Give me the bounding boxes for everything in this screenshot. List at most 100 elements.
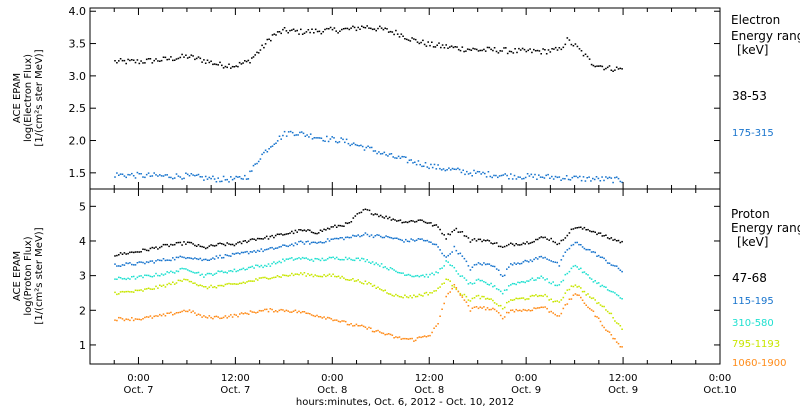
data-point xyxy=(427,335,429,337)
data-point xyxy=(340,137,342,139)
data-point xyxy=(435,224,438,226)
data-point xyxy=(208,272,211,275)
data-point xyxy=(445,238,447,240)
data-point xyxy=(435,290,437,292)
data-point xyxy=(576,45,579,48)
data-point xyxy=(603,305,605,308)
data-point xyxy=(599,304,602,306)
data-point xyxy=(166,283,168,286)
data-point xyxy=(463,257,466,260)
data-point xyxy=(479,297,482,300)
data-point xyxy=(617,342,620,345)
data-point xyxy=(296,231,298,233)
data-point xyxy=(292,274,295,277)
data-point xyxy=(619,180,622,183)
data-point xyxy=(391,31,394,33)
data-point xyxy=(614,69,616,71)
data-point xyxy=(615,66,618,68)
data-point xyxy=(166,271,168,273)
data-point xyxy=(170,311,172,314)
data-point xyxy=(585,248,587,251)
data-point xyxy=(495,288,498,290)
data-point xyxy=(357,26,359,29)
data-point xyxy=(422,165,425,167)
data-point xyxy=(140,275,142,277)
data-point xyxy=(344,236,347,239)
data-point xyxy=(488,308,491,311)
data-point xyxy=(335,319,338,321)
data-point xyxy=(309,313,311,315)
series-175-315 xyxy=(114,130,623,184)
data-point xyxy=(199,57,202,60)
data-point xyxy=(519,297,521,300)
data-point xyxy=(355,29,358,32)
data-point xyxy=(283,27,286,29)
data-point xyxy=(376,234,378,236)
data-point xyxy=(314,257,316,260)
data-point xyxy=(237,283,239,285)
data-point xyxy=(294,229,297,232)
data-point xyxy=(326,135,328,138)
data-point xyxy=(382,332,385,335)
data-point xyxy=(470,49,473,51)
data-point xyxy=(181,256,183,258)
data-point xyxy=(585,229,587,231)
data-point xyxy=(240,312,243,314)
data-point xyxy=(226,317,228,319)
data-point xyxy=(525,50,528,53)
data-point xyxy=(204,175,207,178)
data-point xyxy=(233,268,236,271)
data-point xyxy=(362,258,365,260)
data-point xyxy=(300,28,302,31)
data-point xyxy=(506,268,508,270)
data-point xyxy=(499,274,502,276)
data-point xyxy=(302,132,305,135)
data-point xyxy=(493,265,496,268)
data-point xyxy=(199,176,202,178)
data-point xyxy=(164,273,167,275)
data-point xyxy=(515,297,517,300)
data-point xyxy=(136,289,139,292)
data-point xyxy=(481,279,483,282)
data-point xyxy=(619,325,622,327)
data-point xyxy=(305,31,308,33)
data-point xyxy=(605,176,607,178)
data-point xyxy=(164,174,167,176)
data-point xyxy=(242,62,244,64)
data-point xyxy=(114,255,116,257)
data-point xyxy=(244,174,246,177)
data-point xyxy=(185,54,187,56)
data-point xyxy=(455,227,458,230)
data-point xyxy=(519,263,521,265)
data-point xyxy=(301,229,304,232)
data-point xyxy=(221,243,223,245)
data-point xyxy=(278,276,281,278)
data-point xyxy=(439,315,441,317)
data-point xyxy=(186,279,189,281)
data-point xyxy=(244,60,246,62)
data-point xyxy=(466,48,469,50)
data-point xyxy=(276,247,279,249)
data-point xyxy=(484,172,486,175)
data-point xyxy=(173,243,176,246)
data-point xyxy=(326,274,329,277)
data-point xyxy=(493,174,495,177)
x-tick-date-label: Oct. 9 xyxy=(608,385,638,396)
data-point xyxy=(543,177,546,179)
data-point xyxy=(142,318,144,320)
proton-ylabel-line-3: [1/(cm²s ster MeV)] xyxy=(34,227,45,324)
data-point xyxy=(267,278,270,280)
data-point xyxy=(224,65,227,68)
data-point xyxy=(355,323,358,326)
data-point xyxy=(256,51,258,54)
data-point xyxy=(441,252,443,255)
data-point xyxy=(451,231,453,233)
data-point xyxy=(511,243,514,245)
data-point xyxy=(497,312,500,314)
data-point xyxy=(608,290,611,292)
data-point xyxy=(219,180,221,183)
data-point xyxy=(310,241,313,244)
data-point xyxy=(453,245,456,248)
data-point xyxy=(271,308,273,311)
